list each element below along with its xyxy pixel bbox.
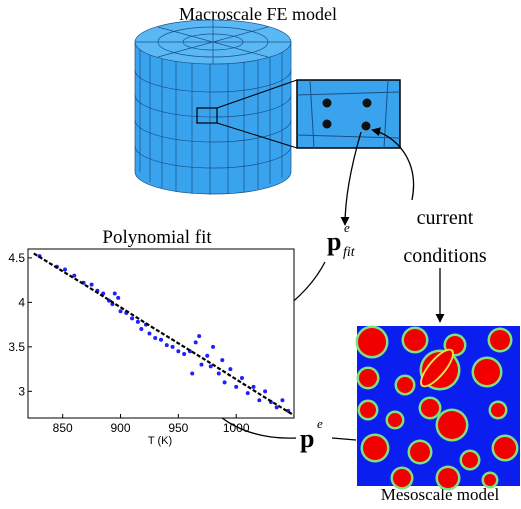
point [63,267,67,271]
point [217,372,221,376]
x-axis-label: T (K) [148,435,172,447]
point [263,389,267,393]
cylinder [135,20,291,195]
chart: Polynomial fit T (K) 850 900 950 1000 3 3.5 4 4… [8,227,294,447]
point [139,327,143,331]
point [136,320,140,324]
point [147,332,151,336]
symbol: p [327,227,341,256]
point [220,358,224,362]
p-fit-label: p e fit [327,220,356,260]
grain [393,469,411,487]
label: conditions [403,245,487,267]
point [257,398,261,402]
grain [397,377,413,393]
point [252,385,256,389]
grain [438,411,466,439]
grain [410,442,430,462]
point [234,385,238,389]
point [176,349,180,353]
point [113,291,117,295]
point [205,354,209,358]
grain [484,474,496,486]
x-tick-label: 1000 [223,421,250,435]
p-e-label: p e [300,416,323,453]
point [240,376,244,380]
superscript: e [317,416,323,431]
symbol: p [300,424,314,453]
grain [404,329,426,351]
point [116,296,120,300]
chart-title: Polynomial fit [102,227,212,248]
grain [363,436,387,460]
point [159,338,163,342]
grain [474,359,500,385]
grain [388,413,402,427]
point [119,309,123,313]
point [211,345,215,349]
point [223,380,227,384]
point [194,340,198,344]
point [165,343,169,347]
point [275,405,279,409]
y-tick-label: 4.5 [8,251,25,265]
y-tick-label: 3.5 [8,340,25,354]
point [153,336,157,340]
grain [491,403,505,417]
label: current [417,207,474,229]
point [280,398,284,402]
point [190,372,194,376]
point [130,316,134,320]
grain [421,399,439,417]
subscript: fit [343,245,356,260]
y-tick-label: 3 [18,384,25,398]
point [228,367,232,371]
diagram: Macroscale FE model current conditions M… [0,0,521,509]
point [90,283,94,287]
grain [358,328,386,356]
grain [438,468,458,488]
point [199,363,203,367]
point [197,334,201,338]
point [182,352,186,356]
point [171,345,175,349]
grain [360,402,376,418]
grain [494,437,516,459]
x-tick-label: 900 [111,421,131,435]
y-tick-label: 4 [18,295,25,309]
point [246,391,250,395]
x-tick-label: 950 [168,421,188,435]
grain [359,369,377,387]
grain [490,330,510,350]
mesoscale-image [356,326,521,491]
grain [462,452,478,468]
x-tick-label: 850 [53,421,73,435]
